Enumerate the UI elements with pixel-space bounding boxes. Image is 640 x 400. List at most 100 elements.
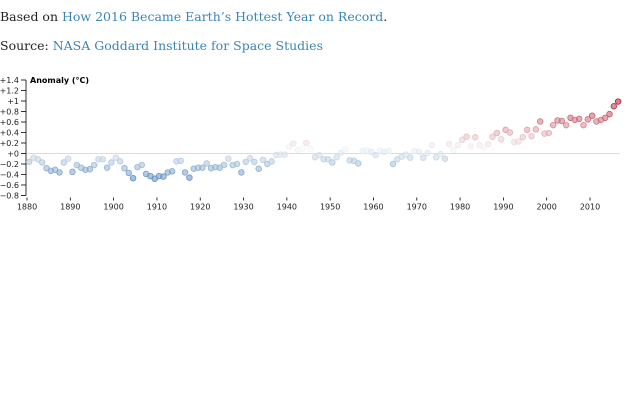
x-tick: 1910	[147, 197, 167, 212]
x-tick-label: 1980	[450, 203, 470, 212]
article-link[interactable]: How 2016 Became Earth’s Hottest Year on …	[61, 9, 384, 24]
data-point	[181, 169, 189, 176]
data-point	[420, 154, 427, 161]
x-tick: 1940	[277, 197, 297, 212]
data-point	[160, 173, 167, 180]
data-point	[238, 169, 245, 176]
data-point	[614, 98, 622, 105]
y-tick-label: +0.6	[0, 118, 19, 127]
x-tick-label: 1900	[103, 203, 123, 212]
y-tick: +0.8	[0, 108, 26, 117]
data-point	[316, 151, 323, 159]
data-point	[251, 158, 258, 166]
y-tick: −0.4	[0, 171, 26, 180]
data-point	[337, 149, 345, 157]
data-point	[580, 121, 587, 129]
data-point	[480, 143, 488, 151]
x-tick: 1880	[17, 197, 37, 212]
chart-title: Anomaly (°C)	[30, 76, 89, 85]
data-point	[333, 153, 340, 161]
x-tick: 1920	[190, 197, 210, 212]
y-tick: +0.2	[0, 139, 26, 148]
y-tick-label: −0.4	[0, 171, 19, 180]
x-tick: 1960	[363, 197, 384, 212]
data-point	[562, 121, 570, 129]
data-point	[108, 159, 115, 166]
source-line: Source: NASA Goddard Institute for Space…	[0, 38, 323, 53]
data-point	[125, 169, 132, 177]
data-point	[233, 160, 241, 168]
data-point	[415, 148, 423, 156]
data-point	[281, 151, 288, 158]
data-point	[285, 143, 293, 150]
data-point	[246, 155, 254, 162]
data-point	[99, 156, 106, 163]
y-axis: +1.4 +1.2+1 +0.8+0.6 +0.4+0.2 +0−0.2 −0.4−0.6…	[0, 76, 27, 201]
data-point	[485, 140, 492, 148]
y-tick-label: +1	[7, 97, 19, 106]
data-point	[558, 117, 566, 125]
data-point	[528, 132, 535, 140]
x-tick-label: 1950	[320, 203, 340, 212]
data-point	[290, 140, 297, 147]
y-tick: +1.4	[0, 76, 26, 85]
data-point	[368, 148, 375, 156]
data-point	[515, 138, 522, 145]
data-point	[225, 155, 232, 162]
x-tick-label: 1930	[233, 203, 253, 212]
data-point	[86, 166, 93, 173]
data-point	[177, 157, 184, 165]
x-tick-label: 1890	[60, 203, 80, 212]
data-point	[428, 141, 436, 149]
data-point	[588, 112, 596, 119]
source-link[interactable]: NASA Goddard Institute for Space Studies	[52, 38, 323, 53]
data-point	[268, 158, 275, 165]
data-point	[450, 146, 457, 154]
data-point	[203, 160, 210, 167]
data-point	[25, 158, 33, 166]
x-tick-label: 1920	[190, 203, 210, 212]
data-point	[355, 160, 362, 167]
data-point	[103, 164, 111, 171]
y-tick-label: −0.6	[0, 181, 19, 190]
data-point	[138, 161, 145, 169]
based-on-line: Based on How 2016 Became Earth’s Hottest…	[0, 9, 387, 24]
data-point	[549, 121, 557, 129]
y-tick: −0.2	[0, 160, 26, 169]
x-tick: 1980	[450, 197, 470, 212]
data-point	[112, 154, 119, 161]
data-point	[463, 133, 470, 140]
data-point	[454, 141, 462, 149]
data-point	[199, 164, 206, 171]
y-tick-label: +1.4	[0, 76, 19, 85]
data-point	[601, 114, 609, 121]
source-prefix: Source:	[0, 38, 53, 53]
x-axis: 1880 1890 1900 1910 1920 1930 1940 1950 1960 1970…	[17, 197, 600, 212]
data-point	[489, 133, 496, 140]
data-point	[129, 174, 137, 182]
data-point	[389, 160, 397, 168]
data-point	[575, 115, 583, 123]
data-point	[606, 110, 613, 118]
x-tick: 1930	[233, 197, 254, 212]
data-point	[186, 174, 193, 181]
data-point	[610, 103, 618, 110]
data-point	[90, 161, 98, 169]
data-point	[342, 146, 349, 153]
y-tick-label: +1.2	[0, 87, 19, 96]
data-point	[303, 139, 310, 147]
data-point	[498, 136, 505, 143]
data-point	[584, 116, 592, 123]
x-tick: 1900	[103, 197, 124, 212]
x-tick: 2010	[580, 197, 600, 212]
data-point	[402, 151, 410, 158]
y-tick-label: −0.2	[0, 160, 19, 169]
data-point	[467, 142, 475, 150]
data-point	[324, 156, 332, 163]
data-point	[255, 165, 262, 172]
data-point	[298, 145, 306, 152]
data-point	[519, 134, 527, 141]
data-point	[259, 156, 267, 163]
x-tick-label: 1970	[407, 203, 427, 212]
